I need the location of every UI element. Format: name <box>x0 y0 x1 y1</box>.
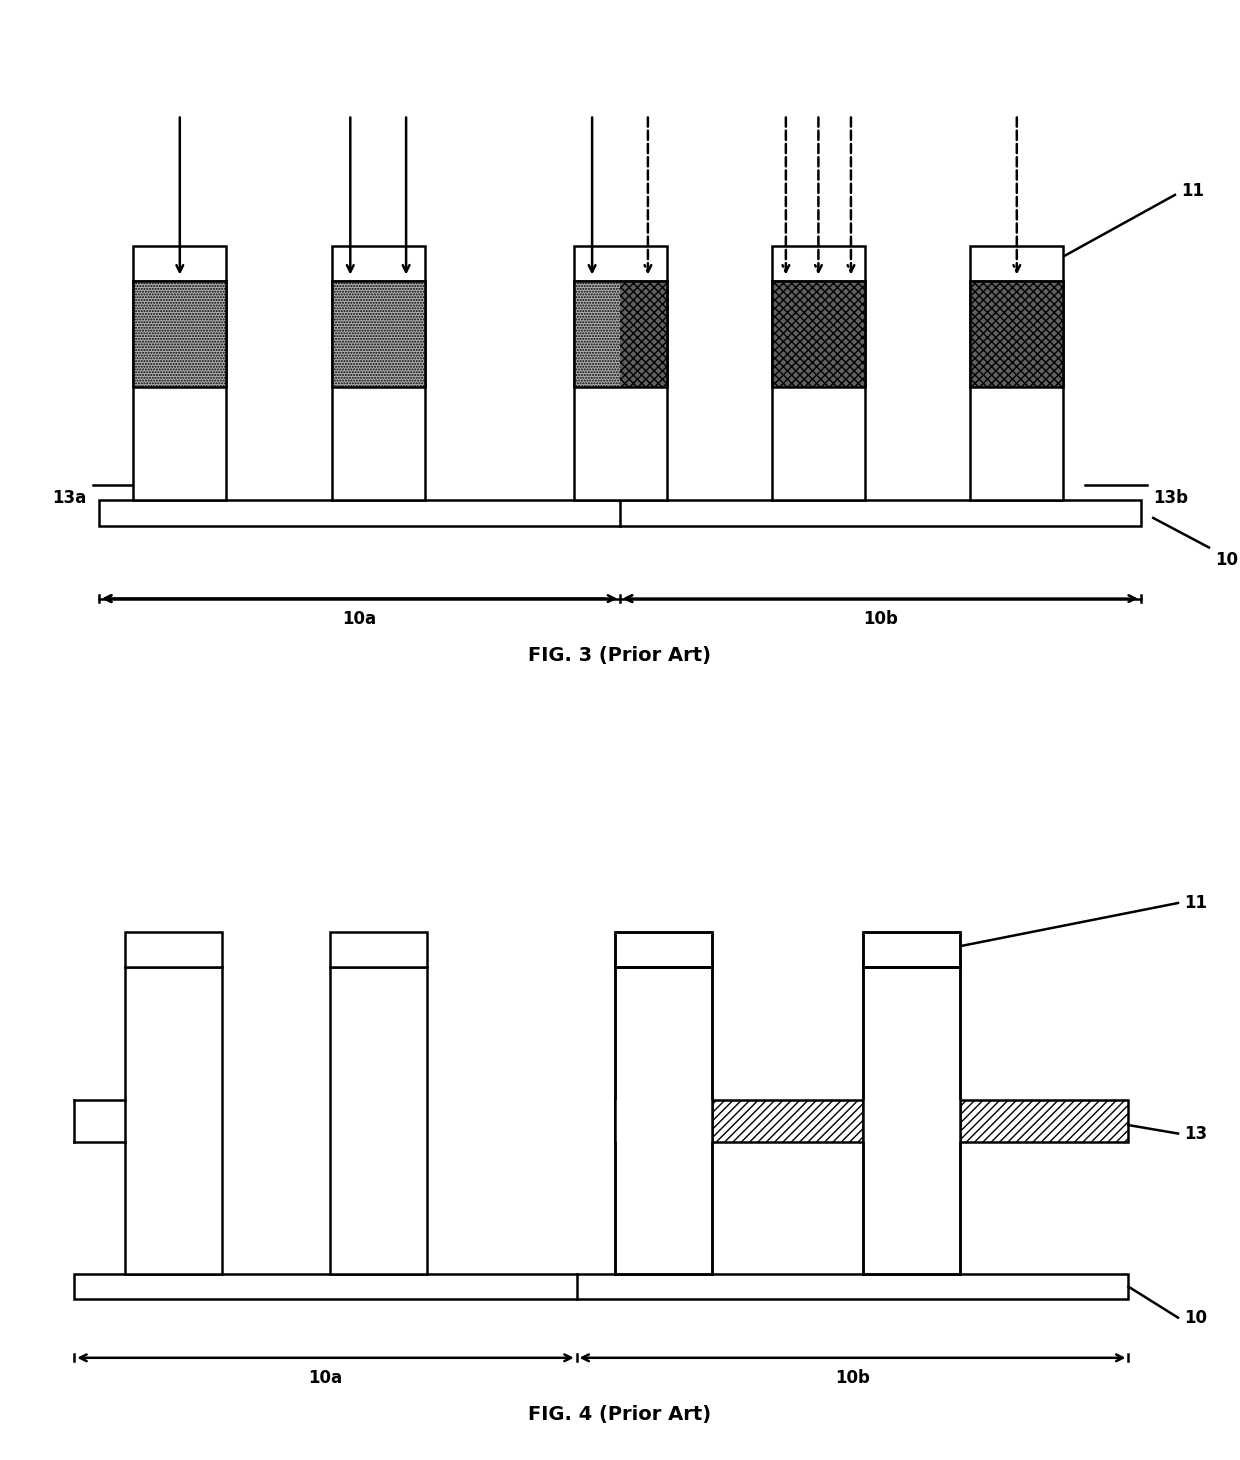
Bar <box>99 499 1141 526</box>
Bar <box>615 931 712 967</box>
Bar <box>332 282 424 387</box>
Bar <box>573 282 620 387</box>
Bar <box>615 967 712 1273</box>
Bar <box>970 282 1063 387</box>
Bar <box>863 1099 960 1142</box>
Bar <box>863 967 960 1273</box>
Bar <box>133 282 226 387</box>
Bar <box>573 280 667 499</box>
Bar <box>573 282 667 387</box>
Text: 10a: 10a <box>309 1369 342 1387</box>
Bar <box>332 280 424 499</box>
Bar <box>125 931 222 967</box>
Bar <box>615 1099 712 1142</box>
Bar <box>771 280 866 499</box>
Bar <box>863 931 960 967</box>
Bar <box>970 280 1063 499</box>
Text: 10: 10 <box>1215 550 1239 569</box>
Bar <box>771 245 866 280</box>
Text: 11: 11 <box>1184 894 1208 912</box>
Bar <box>74 1273 1128 1299</box>
Text: FIG. 3 (Prior Art): FIG. 3 (Prior Art) <box>528 645 712 666</box>
Bar <box>970 245 1063 280</box>
Bar <box>863 931 960 967</box>
Bar <box>615 931 712 967</box>
Text: 10b: 10b <box>835 1369 870 1387</box>
Bar <box>620 282 667 387</box>
Bar <box>133 280 226 499</box>
Bar <box>863 967 960 1273</box>
Bar <box>332 282 424 387</box>
Text: 13a: 13a <box>52 489 87 507</box>
Bar <box>615 1099 1128 1142</box>
Text: 10b: 10b <box>863 610 898 628</box>
Text: 11: 11 <box>1180 182 1204 200</box>
Bar <box>133 282 226 387</box>
Bar <box>615 967 712 1273</box>
Text: FIG. 4 (Prior Art): FIG. 4 (Prior Art) <box>528 1405 712 1425</box>
Text: 13: 13 <box>1184 1124 1208 1143</box>
Bar <box>330 931 427 967</box>
Bar <box>133 245 226 280</box>
Bar <box>125 967 222 1273</box>
Bar <box>332 245 424 280</box>
Text: 13b: 13b <box>1153 489 1188 507</box>
Bar <box>771 282 866 387</box>
Bar <box>573 245 667 280</box>
Text: 10: 10 <box>1184 1308 1208 1327</box>
Text: 10a: 10a <box>342 610 377 628</box>
Bar <box>330 967 427 1273</box>
Bar <box>970 282 1063 387</box>
Bar <box>771 282 866 387</box>
